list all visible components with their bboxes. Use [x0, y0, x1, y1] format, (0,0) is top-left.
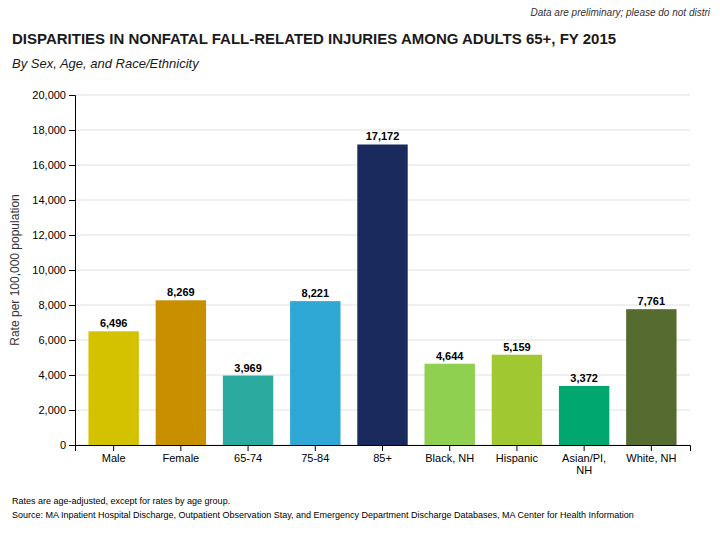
footnote: Source: MA Inpatient Hospital Discharge,…: [12, 510, 634, 520]
tick: Black, NH: [425, 445, 474, 464]
data-labels: 6,496 8,269 3,969 8,221 17,172 4,644 5,159 3,37…: [100, 130, 665, 383]
note: Data are preliminary; please do not dist…: [530, 7, 710, 18]
tick: 8,000: [38, 299, 75, 311]
tick: Male: [102, 445, 126, 464]
tick: 10,000: [32, 264, 75, 276]
title: DISPARITIES IN NONFATAL FALL-RELATED INJ…: [12, 30, 616, 47]
data-label: 7,761: [638, 295, 666, 307]
tick-mark: [315, 445, 316, 451]
tick-mark: [69, 270, 75, 271]
tick: 2,000: [38, 404, 75, 416]
tick-label: 20,000: [32, 89, 66, 101]
grid-line: [75, 95, 690, 96]
tick-label: Asian/PI,NH: [562, 452, 606, 477]
tick: 0: [60, 439, 75, 451]
bars: [88, 144, 676, 445]
tick-label: 0: [60, 439, 66, 451]
tick-label: Black, NH: [425, 452, 474, 464]
tick: Female: [163, 445, 200, 464]
data-label: 4,644: [436, 350, 464, 362]
tick: 85+: [373, 445, 392, 464]
bar: [559, 386, 609, 445]
tick-label: 2,000: [38, 404, 66, 416]
tick-label: 18,000: [32, 124, 66, 136]
tick: White, NH: [626, 445, 676, 464]
tick-label: 16,000: [32, 159, 66, 171]
data-label: 8,221: [302, 287, 330, 299]
tick-mark: [516, 445, 517, 451]
bar: [425, 364, 475, 445]
data-label: 6,496: [100, 317, 128, 329]
tick-mark: [651, 445, 652, 451]
tick: Hispanic: [496, 445, 539, 464]
tick: 65-74: [234, 445, 262, 464]
tick-label: 8,000: [38, 299, 66, 311]
tick-label: 12,000: [32, 229, 66, 241]
tick-label: Female: [163, 452, 200, 464]
tick: 12,000: [32, 229, 75, 241]
tick: 16,000: [32, 159, 75, 171]
axis-title: Rate per 100,000 population: [8, 194, 22, 345]
tick: 18,000: [32, 124, 75, 136]
tick-mark: [69, 340, 75, 341]
tick: 75-84: [301, 445, 329, 464]
tick-mark: [113, 445, 114, 451]
y-axis: 0 2,000 4,000 6,000 8,000 10,000 12,000 14,000 1…: [32, 89, 75, 451]
tick-label: 75-84: [301, 452, 329, 464]
tick-label: 65-74: [234, 452, 262, 464]
tick-mark: [69, 445, 75, 446]
axis-line: [76, 446, 691, 452]
tick-label: 6,000: [38, 334, 66, 346]
bar: [626, 309, 676, 445]
tick-mark: [69, 130, 75, 131]
data-label: 17,172: [366, 130, 400, 142]
data-label: 8,269: [167, 286, 195, 298]
tick-mark: [382, 445, 383, 451]
tick-mark: [248, 445, 249, 451]
tick-mark: [69, 375, 75, 376]
bar: [290, 301, 340, 445]
tick-label: Male: [102, 452, 126, 464]
data-label: 5,159: [503, 341, 531, 353]
plot: 0 2,000 4,000 6,000 8,000 10,000 12,000 14,000 1…: [8, 89, 691, 476]
bar: [156, 300, 206, 445]
tick: 20,000: [32, 89, 75, 101]
tick-mark: [69, 200, 75, 201]
tick-label: 4,000: [38, 369, 66, 381]
bar: [88, 331, 138, 445]
x-axis: Male Female 65-74 75-84 85+ Black, NH Hispanic…: [76, 445, 691, 476]
tick-mark: [69, 165, 75, 166]
axis-line: [69, 96, 76, 446]
data-label: 3,372: [570, 372, 598, 384]
data-label: 3,969: [234, 362, 262, 374]
tick-mark: [584, 445, 585, 451]
grid: [75, 95, 690, 445]
bar: [223, 376, 273, 445]
tick-label: 14,000: [32, 194, 66, 206]
tick: 6,000: [38, 334, 75, 346]
tick: 14,000: [32, 194, 75, 206]
bar: [357, 144, 407, 445]
tick: Asian/PI,NH: [562, 445, 606, 476]
tick-mark: [449, 445, 450, 451]
subtitle: By Sex, Age, and Race/Ethnicity: [12, 56, 200, 71]
tick-label: White, NH: [626, 452, 676, 464]
tick-label: Hispanic: [496, 452, 539, 464]
tick-mark: [69, 410, 75, 411]
tick-mark: [69, 235, 75, 236]
bar: [492, 355, 542, 445]
tick: 4,000: [38, 369, 75, 381]
tick-mark: [69, 95, 75, 96]
tick-label: 10,000: [32, 264, 66, 276]
chart: Data are preliminary; please do not dist…: [0, 0, 720, 540]
tick-mark: [180, 445, 181, 451]
tick-label: 85+: [373, 452, 392, 464]
footnote: Rates are age-adjusted, except for rates…: [12, 496, 230, 506]
tick-mark: [69, 305, 75, 306]
